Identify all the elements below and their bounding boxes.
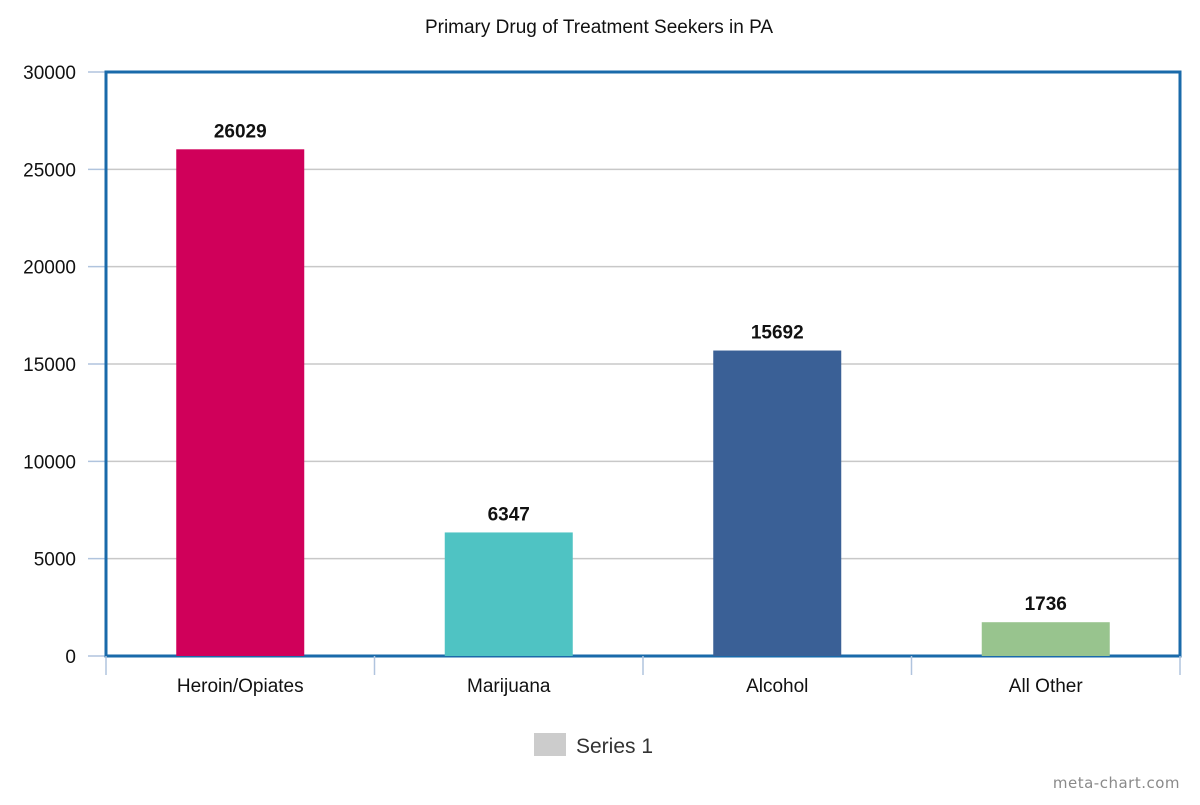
bar bbox=[444, 532, 573, 656]
y-tick-label: 30000 bbox=[23, 63, 76, 84]
data-label: 1736 bbox=[1025, 594, 1067, 615]
y-tick-label: 0 bbox=[65, 647, 76, 668]
x-tick-label: Heroin/Opiates bbox=[177, 676, 304, 697]
y-tick-label: 5000 bbox=[34, 550, 76, 571]
x-tick-label: Alcohol bbox=[746, 676, 808, 697]
x-tick-label: Marijuana bbox=[467, 676, 551, 697]
chart-title: Primary Drug of Treatment Seekers in PA bbox=[425, 17, 773, 38]
bar bbox=[176, 149, 305, 657]
x-tick-label: All Other bbox=[1009, 676, 1084, 697]
y-tick-label: 15000 bbox=[23, 355, 76, 376]
y-tick-label: 10000 bbox=[23, 452, 76, 473]
y-tick-label: 20000 bbox=[23, 258, 76, 279]
legend-swatch bbox=[534, 733, 566, 756]
bar bbox=[713, 350, 842, 656]
data-label: 15692 bbox=[751, 323, 804, 344]
legend-label: Series 1 bbox=[576, 735, 653, 758]
y-tick-label: 25000 bbox=[23, 160, 76, 181]
bar bbox=[981, 622, 1110, 656]
data-label: 6347 bbox=[488, 504, 530, 525]
data-label: 26029 bbox=[214, 121, 267, 142]
watermark: meta-chart.com bbox=[1052, 774, 1180, 792]
